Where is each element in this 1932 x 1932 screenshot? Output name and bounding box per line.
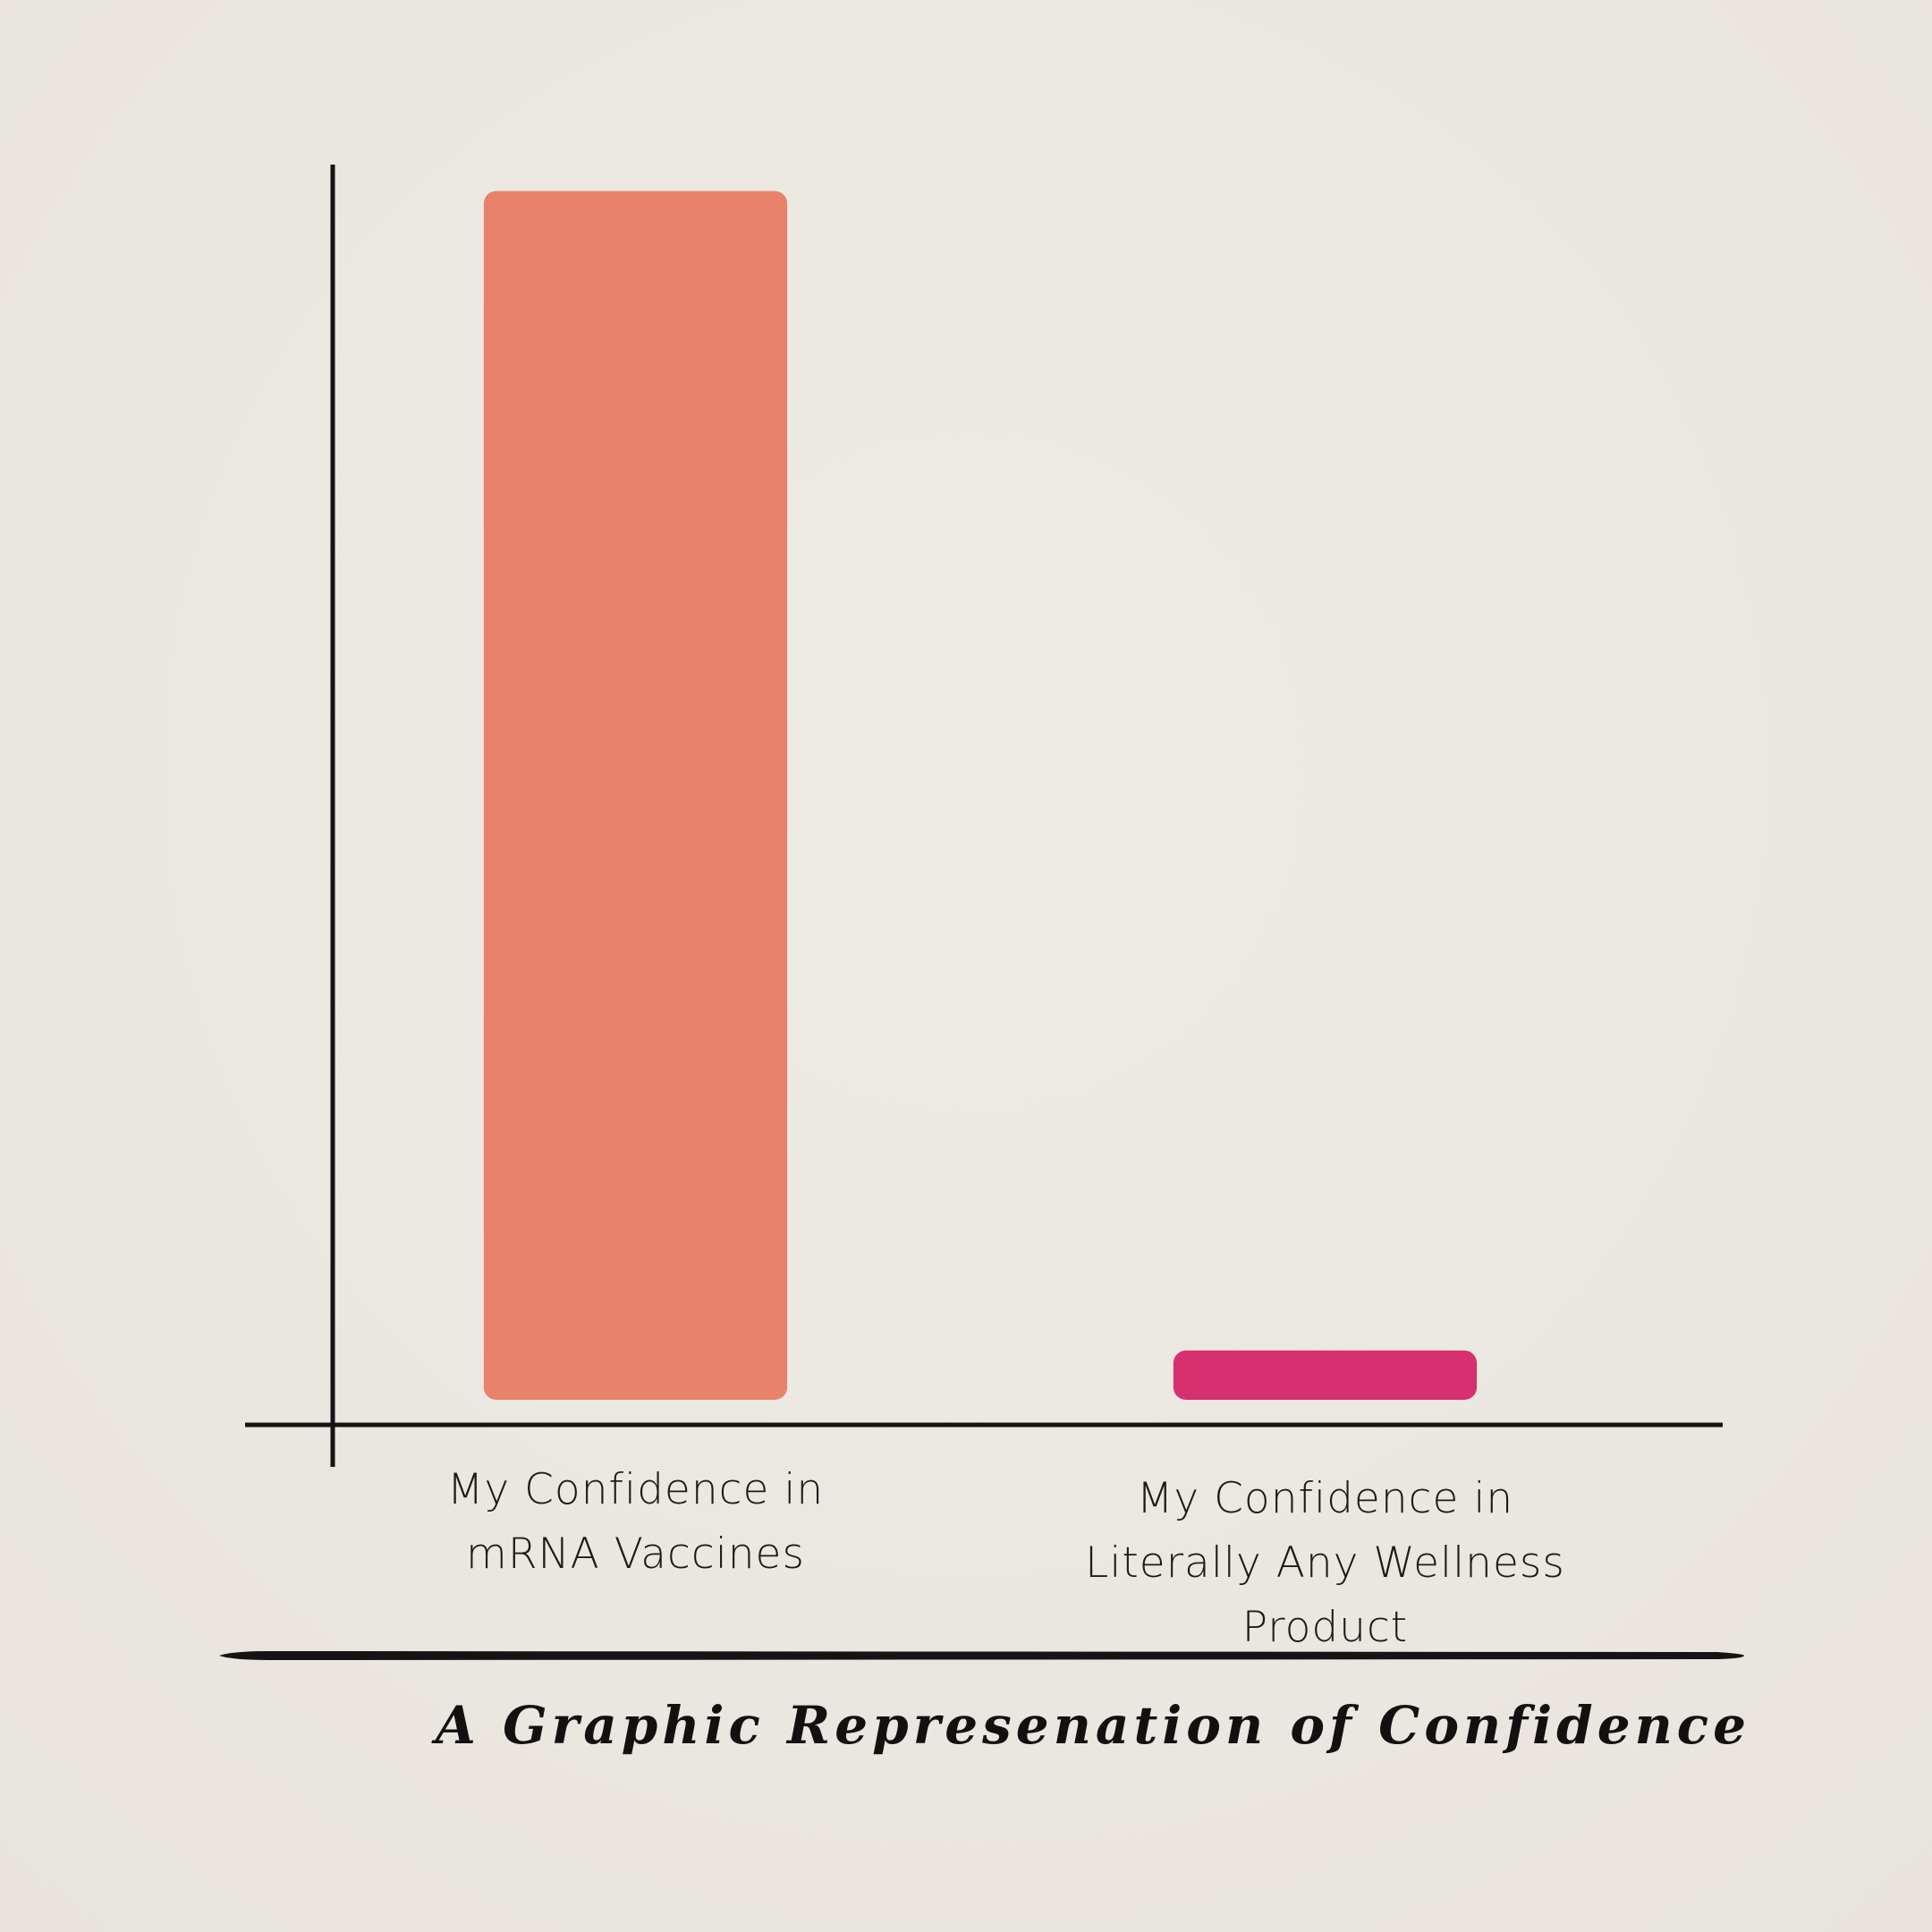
x-tick-label: My Confidence in mRNA Vaccines [446, 1465, 825, 1579]
chart-title: A Graphic Represenation of Confidence [435, 1695, 1750, 1756]
bar [1173, 1350, 1478, 1400]
separator-line [219, 1651, 1744, 1660]
bar [483, 191, 788, 1401]
x-tick-label: My Confidence in Literally Any Wellness … [1085, 1474, 1565, 1652]
